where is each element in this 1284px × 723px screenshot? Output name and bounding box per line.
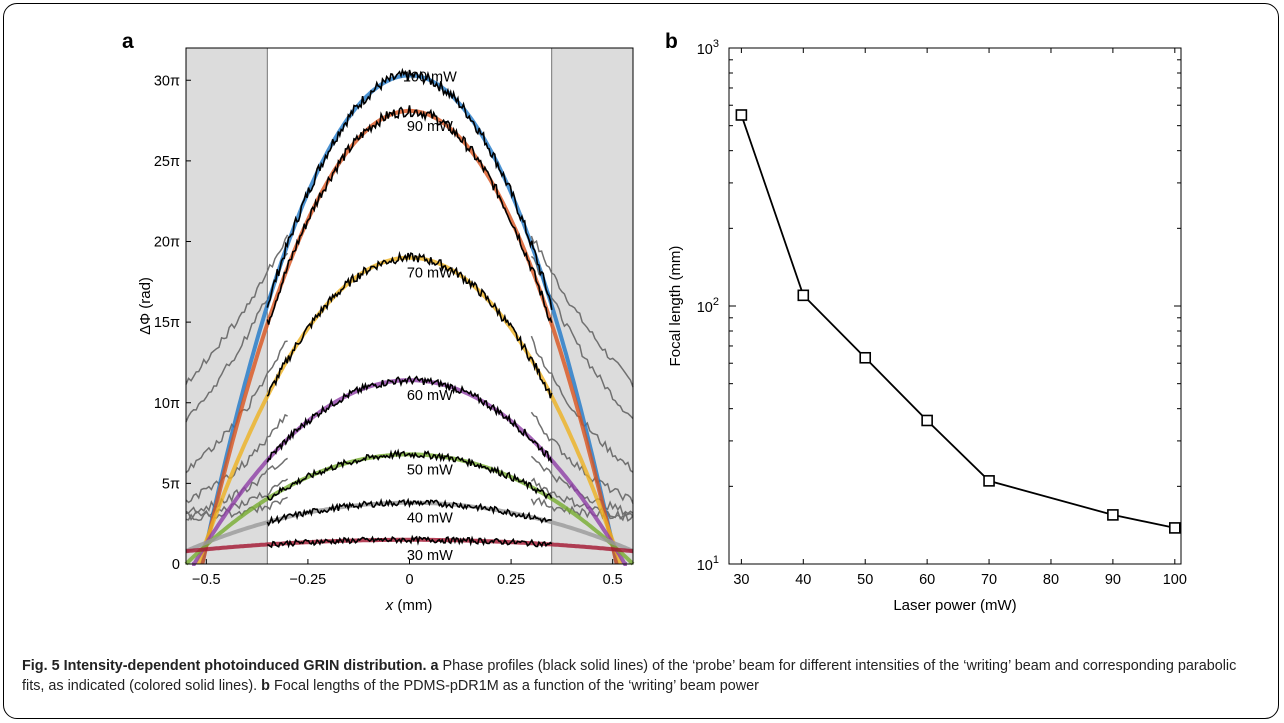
raw-profile-60-mw-left [185,413,288,504]
fit-curve-60-mw [192,378,627,566]
y-tick-label-a: 10π [154,396,180,412]
panel-a-series-labels: 100 mW 90 mW 70 mW 60 mW 50 mW 40 mW 30 mW [403,69,457,563]
data-point-70mw [983,475,995,487]
data-point-50mw [859,351,872,364]
phase-profile-70-mw [266,250,553,399]
x-tick-label-a: 0.25 [497,572,525,588]
fit-curve-30-mw [185,537,634,554]
panel-a-xlabel: x (mm) [385,597,433,614]
x-tick-label-b: 90 [1105,572,1121,588]
x-tick-label-b: 80 [1043,572,1059,588]
series-label-50-mw: 50 mW [407,462,453,478]
panel-a-label: a [122,30,134,53]
raw-profile-30-mw-right [530,497,634,522]
phase-profile-90-mw [266,105,553,325]
y-tick-label-b: 101 [697,554,719,574]
caption-b-tag: b [261,677,270,694]
tick-exponent: 2 [713,296,719,308]
panel-b-plot [735,109,1181,534]
panel-a-ticks: −0.5 −0.25 0 0.25 0.5 0 5π 10π 15π 20π 25π 30π [154,73,623,588]
phase-profile-50-mw [266,448,553,501]
series-label-60-mw: 60 mW [407,388,453,404]
panel-a-phase-profiles [266,67,553,549]
data-point-40mw [797,289,810,302]
y-tick-label-b: 103 [697,38,719,58]
series-label-70-mw: 70 mW [407,266,453,282]
x-tick-label-a: 0.5 [603,572,623,588]
y-tick-label-a: 20π [154,235,180,251]
y-tick-label-a: 30π [154,73,180,89]
tick-base: 10 [697,300,713,316]
focal-length-line [740,114,1175,529]
x-tick-label-b: 70 [981,572,997,588]
caption-a-text: Phase profiles (black solid lines) of th… [22,658,1237,694]
data-point-90mw [1107,509,1119,521]
raw-profile-40-mw-left [185,478,289,521]
caption-b-text: Focal lengths of the PDMS-pDR1M as a fun… [269,677,759,694]
x-tick-label-a: −0.25 [290,572,327,588]
x-tick-label-a: −0.5 [192,572,221,588]
panel-b-xlabel: Laser power (mW) [893,597,1016,614]
panel-b-label: b [665,30,678,53]
x-tick-label-b: 60 [919,572,935,588]
data-point-100mw [1169,522,1181,534]
x-tick-label-b: 30 [733,572,749,588]
series-label-90-mw: 90 mW [407,119,453,135]
data-point-30mw [735,109,748,121]
y-tick-label-a: 0 [172,557,180,573]
x-tick-label-a: 0 [405,572,413,588]
y-tick-label-a: 25π [154,154,180,170]
phase-profile-30-mw [267,534,553,549]
raw-profile-30-mw-left [185,496,288,522]
tick-exponent: 3 [713,38,719,50]
raw-profile-100-mw-left [185,234,289,385]
x-tick-label-b: 100 [1163,572,1187,588]
y-tick-label-a: 15π [154,315,180,331]
raw-profile-50-mw-left [185,457,288,514]
phase-profile-100-mw [266,67,553,311]
y-tick-label-a: 5π [162,476,180,492]
panel-b-ylabel: Focal length (mm) [667,246,684,367]
series-label-30-mw: 30 mW [407,548,453,564]
panel-b-axes-box [728,47,1182,565]
data-point-60mw [921,414,933,427]
figure-caption: Fig. 5 Intensity-dependent photoinduced … [22,657,1262,696]
raw-profile-100-mw-right [530,235,634,388]
phase-profile-60-mw [266,375,553,464]
y-tick-label-b: 102 [697,296,719,316]
tick-base: 10 [697,558,713,574]
tick-exponent: 1 [713,554,719,566]
tick-base: 10 [697,42,713,58]
x-tick-label-b: 40 [795,572,811,588]
panel-a-ylabel: ΔΦ (rad) [137,277,154,335]
x-tick-label-b: 50 [857,572,873,588]
series-label-100-mw: 100 mW [403,69,457,85]
series-label-40-mw: 40 mW [407,511,453,527]
caption-a-tag: a [430,658,439,674]
caption-title: Fig. 5 Intensity-dependent photoinduced … [22,658,427,674]
phase-profile-40-mw [266,497,552,527]
